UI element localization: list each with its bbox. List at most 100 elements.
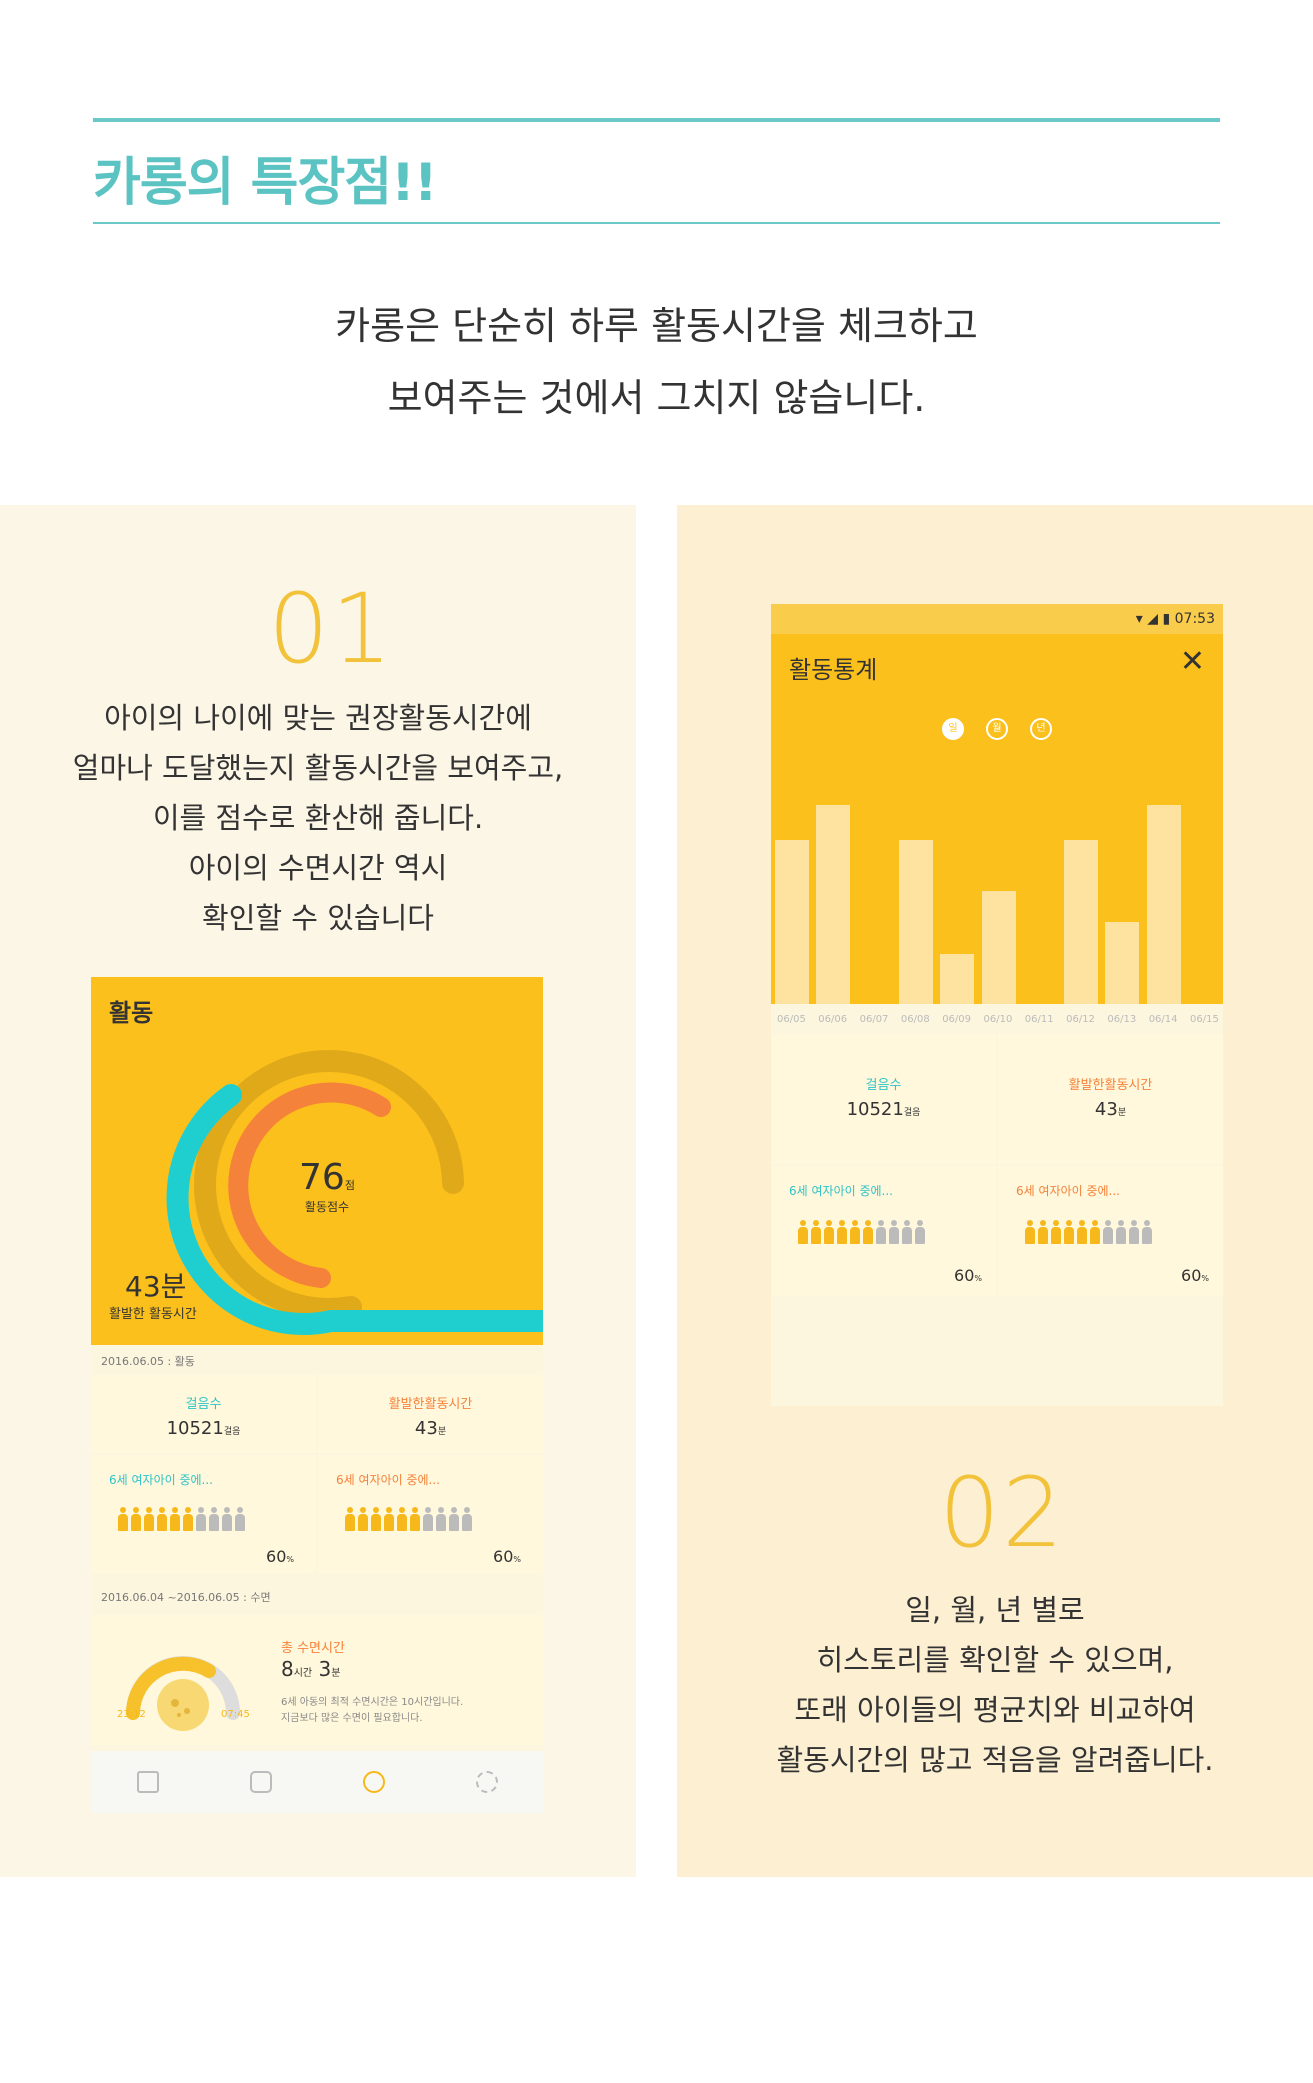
compare-label-right-2: 6세 여자아이 중에... bbox=[1016, 1184, 1120, 1198]
watch-icon[interactable] bbox=[249, 1771, 272, 1793]
active-time-cell-2: 활발한활동시간 43분 bbox=[998, 1034, 1223, 1164]
activity-screen: 활동 76점 활동점수 43분 활발한 활동시간 2016.06.05 : 활동… bbox=[91, 977, 543, 1813]
period-day[interactable]: 일 bbox=[942, 718, 964, 740]
gear-icon[interactable] bbox=[475, 1771, 498, 1793]
feature-description-1: 아이의 나이에 맞는 권장활동시간에 얼마나 도달했는지 활동시간을 보여주고,… bbox=[0, 693, 636, 943]
chart-bar bbox=[1146, 804, 1181, 1004]
compare-cell-right-2: 6세 여자아이 중에... 60% bbox=[998, 1166, 1223, 1296]
feature-number-2: 02 bbox=[939, 1457, 1066, 1569]
sleep-note-2: 지금보다 많은 수면이 필요합니다. bbox=[281, 1713, 423, 1724]
feature1-line: 이를 점수로 환산해 줍니다. bbox=[152, 801, 484, 835]
steps-label: 걸음수 bbox=[185, 1397, 222, 1412]
date-tick-label: 06/09 bbox=[942, 1014, 972, 1025]
active-time-value-2: 43분 bbox=[1094, 1099, 1127, 1120]
close-icon[interactable]: ✕ bbox=[1179, 644, 1205, 679]
feature2-line: 또래 아이들의 평균치와 비교하여 bbox=[794, 1693, 1196, 1727]
statistics-header: 활동통계 ✕ 일 월 년 bbox=[771, 634, 1223, 1004]
people-row-right bbox=[344, 1507, 472, 1531]
active-time-label-2: 활발한활동시간 bbox=[1068, 1078, 1153, 1093]
score-value: 76 bbox=[299, 1157, 345, 1198]
chart-bar bbox=[1105, 922, 1140, 1004]
compare-cell-right: 6세 여자아이 중에... 60% bbox=[318, 1455, 543, 1573]
feature2-line: 일, 월, 년 별로 bbox=[905, 1593, 1085, 1627]
feature1-line: 아이의 나이에 맞는 권장활동시간에 bbox=[104, 701, 532, 735]
chart-bar bbox=[940, 953, 975, 1004]
sleep-date: 2016.06.04 ~2016.06.05 : 수면 bbox=[101, 1591, 271, 1604]
activity-title: 활동 bbox=[109, 999, 154, 1027]
period-year[interactable]: 년 bbox=[1030, 718, 1052, 740]
feature2-line: 히스토리를 확인할 수 있으며, bbox=[816, 1643, 1174, 1677]
signal-icon: ◢ bbox=[1147, 611, 1159, 627]
intro-line-2: 보여주는 것에서 그치지 않습니다. bbox=[387, 376, 926, 420]
sleep-note-1: 6세 아동의 최적 수면시간은 10시간입니다. bbox=[281, 1697, 464, 1708]
percent-right: 60% bbox=[493, 1547, 521, 1566]
score-label: 활동점수 bbox=[304, 1200, 350, 1214]
activity-date: 2016.06.05 : 활동 bbox=[101, 1355, 195, 1368]
active-minutes-label: 활발한 활동시간 bbox=[109, 1307, 197, 1322]
chart-bar bbox=[816, 804, 851, 1004]
page-heading: 카롱의 특장점!! bbox=[93, 153, 438, 213]
percent-right-2: 60% bbox=[1181, 1266, 1209, 1285]
intro-line-1: 카롱은 단순히 하루 활동시간을 체크하고 bbox=[335, 304, 978, 348]
feature1-line: 얼마나 도달했는지 활동시간을 보여주고, bbox=[72, 751, 564, 785]
feature2-line: 활동시간의 많고 적음을 알려줍니다. bbox=[776, 1743, 1214, 1777]
steps-value: 10521걸음 bbox=[166, 1418, 241, 1439]
score-unit: 점 bbox=[344, 1179, 355, 1192]
sleep-card: 23:12 07:45 총 수면시간 8시간 3분 6세 아동의 최적 수면시간… bbox=[91, 1615, 543, 1745]
statistics-screen: ▾ ◢ ▮ 07:53 활동통계 ✕ 일 월 년 06/05 06/06 06/07… bbox=[771, 604, 1223, 1406]
active-time-value: 43분 bbox=[414, 1418, 447, 1439]
chart-bar bbox=[775, 840, 809, 1004]
chart-bar bbox=[898, 840, 933, 1004]
compare-label-right: 6세 여자아이 중에... bbox=[336, 1473, 440, 1487]
active-minutes: 43분 bbox=[125, 1270, 187, 1303]
date-tick-label: 06/13 bbox=[1107, 1014, 1137, 1025]
period-month[interactable]: 월 bbox=[986, 718, 1008, 740]
date-tick-label: 06/10 bbox=[983, 1014, 1013, 1025]
feature1-line: 확인할 수 있습니다 bbox=[202, 901, 434, 935]
steps-value-2: 10521걸음 bbox=[846, 1099, 921, 1120]
compare-cell-left-2: 6세 여자아이 중에... 60% bbox=[771, 1166, 996, 1296]
compare-cell-left: 6세 여자아이 중에... 60% bbox=[91, 1455, 316, 1573]
compare-label-left: 6세 여자아이 중에... bbox=[109, 1473, 213, 1487]
date-tick-label: 06/12 bbox=[1066, 1014, 1095, 1025]
battery-icon: ▮ bbox=[1162, 611, 1171, 627]
status-time: 07:53 bbox=[1174, 611, 1215, 627]
statistics-title: 활동통계 bbox=[789, 656, 878, 684]
wifi-icon: ▾ bbox=[1135, 611, 1143, 627]
percent-left-2: 60% bbox=[954, 1266, 982, 1285]
ball-icon[interactable] bbox=[362, 1771, 385, 1793]
feature-number-1: 01 bbox=[268, 573, 395, 685]
heading-rule bbox=[93, 222, 1220, 224]
date-tick-label: 06/07 bbox=[859, 1014, 889, 1025]
chart-bar bbox=[1064, 840, 1099, 1004]
bottom-tab-bar bbox=[91, 1751, 543, 1813]
score-display: 76점 활동점수 bbox=[287, 1157, 367, 1215]
date-tick-label: 06/06 bbox=[818, 1014, 848, 1025]
chart-bar bbox=[981, 890, 1016, 1004]
feature1-line: 아이의 수면시간 역시 bbox=[188, 851, 448, 885]
activity-header: 활동 76점 활동점수 43분 활발한 활동시간 bbox=[91, 977, 543, 1345]
date-tick-label: 06/15 bbox=[1190, 1014, 1219, 1025]
compare-label-left-2: 6세 여자아이 중에... bbox=[789, 1184, 893, 1198]
sleep-end: 07:45 bbox=[221, 1709, 250, 1720]
active-time-cell: 활발한활동시간 43분 bbox=[318, 1375, 543, 1453]
top-rule bbox=[93, 118, 1220, 122]
steps-cell: 걸음수 10521걸음 bbox=[91, 1375, 316, 1453]
activity-ring-chart bbox=[166, 1049, 543, 1336]
document-icon[interactable] bbox=[136, 1771, 159, 1793]
date-tick-label: 06/14 bbox=[1148, 1014, 1178, 1025]
sleep-duration: 8시간 3분 bbox=[281, 1657, 341, 1681]
date-tick-label: 06/11 bbox=[1024, 1014, 1054, 1025]
percent-left: 60% bbox=[266, 1547, 294, 1566]
active-time-label: 활발한활동시간 bbox=[388, 1397, 473, 1412]
bar-area bbox=[771, 794, 1223, 1004]
sleep-start: 23:12 bbox=[117, 1709, 146, 1720]
people-row-left bbox=[117, 1507, 245, 1531]
status-bar: ▾ ◢ ▮ 07:53 bbox=[771, 604, 1223, 634]
feature-description-2: 일, 월, 년 별로 히스토리를 확인할 수 있으며, 또래 아이들의 평균치와… bbox=[677, 1585, 1313, 1785]
people-row-right-2 bbox=[1024, 1220, 1152, 1244]
steps-label-2: 걸음수 bbox=[865, 1078, 902, 1093]
sleep-title: 총 수면시간 bbox=[281, 1641, 345, 1656]
sleep-gauge bbox=[126, 1656, 240, 1731]
people-row-left-2 bbox=[797, 1220, 925, 1244]
